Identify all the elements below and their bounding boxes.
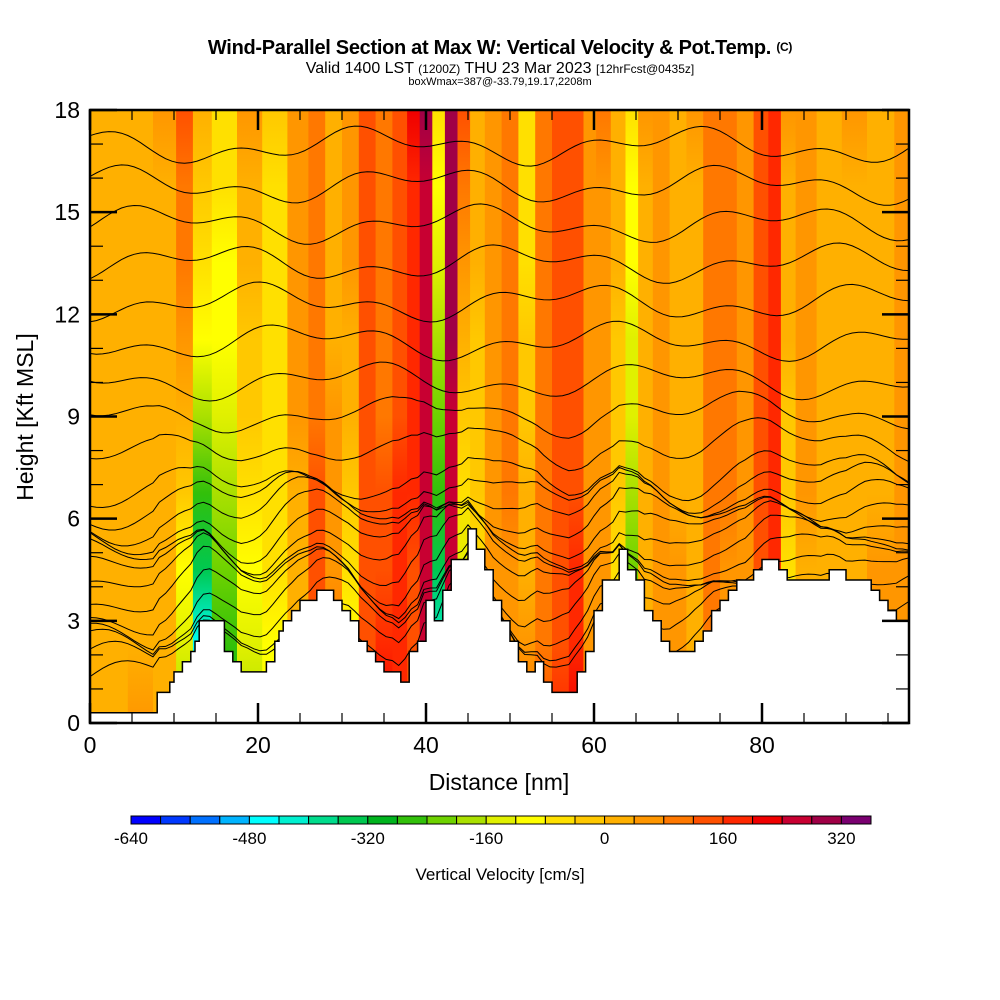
- theta-contour: [90, 390, 909, 439]
- terrain-mask: [90, 528, 909, 723]
- colorbar: -640 -480 -320 -160 0 160 320: [114, 815, 872, 848]
- theta-contour: [90, 487, 909, 556]
- chart-title: Wind-Parallel Section at Max W: Vertical…: [0, 37, 1000, 60]
- colorbar-tick-label: -160: [469, 829, 503, 848]
- terrain-profile: [90, 528, 909, 723]
- theta-contour: [90, 417, 909, 472]
- colorbar-segment: [633, 815, 665, 825]
- w-column: [358, 110, 377, 723]
- w-column: [375, 110, 393, 723]
- colorbar-segment: [544, 815, 576, 825]
- colorbar-segment: [840, 815, 872, 825]
- colorbar-segment: [367, 815, 398, 825]
- colorbar-segment: [604, 815, 635, 825]
- colorbar-segment: [248, 815, 280, 825]
- colorbar-segment: [160, 815, 191, 825]
- w-column: [392, 110, 408, 723]
- colorbar-tick-label: 160: [709, 829, 737, 848]
- w-column: [669, 110, 687, 723]
- colorbar-tick-label: 0: [600, 829, 609, 848]
- colorbar-segment: [189, 815, 221, 825]
- x-tick-label: 20: [245, 732, 271, 758]
- colorbar-segment: [308, 815, 339, 825]
- colorbar-segment: [515, 815, 546, 825]
- theta-contour: [90, 164, 909, 206]
- y-tick-label: 12: [54, 301, 80, 327]
- w-column: [583, 110, 597, 723]
- theta-contour: [90, 320, 909, 362]
- y-tick-label: 9: [67, 404, 80, 430]
- colorbar-tick-label: -640: [114, 829, 148, 848]
- theta-contour: [90, 471, 909, 547]
- w-column: [568, 110, 584, 723]
- w-column: [308, 110, 326, 723]
- colorbar-tick-label: -320: [351, 829, 385, 848]
- box-info: boxWmax=387@-33.79,19.17,2208m: [408, 76, 592, 88]
- colorbar-segment: [692, 815, 724, 825]
- theta-contour: [90, 125, 909, 167]
- colorbar-segment: [722, 815, 754, 825]
- theta-contour: [90, 242, 909, 284]
- w-column: [192, 110, 213, 723]
- colorbar-segment: [426, 815, 458, 825]
- w-column: [407, 110, 421, 723]
- colorbar-tick-label: -480: [232, 829, 266, 848]
- colorbar-segment: [130, 815, 162, 825]
- colorbar-segment: [219, 815, 250, 825]
- title-text: Wind-Parallel Section at Max W: Vertical…: [207, 37, 772, 59]
- theta-contour: [90, 499, 909, 576]
- x-tick-label: 80: [749, 732, 775, 758]
- x-axis: 0 20 40 60 80: [84, 110, 889, 758]
- x-axis-label: Distance [nm]: [429, 769, 570, 795]
- colorbar-segment: [574, 815, 606, 825]
- w-column: [501, 110, 519, 723]
- w-column: [518, 110, 536, 723]
- w-column: [153, 110, 177, 723]
- colorbar-segment: [485, 815, 517, 825]
- theta-contour: [90, 281, 909, 323]
- w-column: [237, 110, 263, 723]
- x-tick-label: 0: [84, 732, 97, 758]
- theta-contour: [90, 461, 909, 531]
- y-axis: 0 3 6 9 12 15 18: [54, 97, 909, 736]
- colorbar-segment: [811, 815, 842, 825]
- theta-contour: [90, 203, 909, 245]
- y-tick-label: 15: [54, 199, 80, 225]
- colorbar-segment: [752, 815, 783, 825]
- y-axis-label: Height [Kft MSL]: [12, 333, 38, 500]
- valid-time: Valid 1400 LST: [305, 60, 414, 77]
- valid-utc: (1200Z): [418, 62, 461, 76]
- colorbar-segment: [337, 815, 369, 825]
- w-column: [552, 110, 570, 723]
- w-column: [325, 110, 343, 723]
- forecast-info: [12hrFcst@0435z]: [595, 62, 695, 76]
- w-column: [127, 110, 154, 723]
- w-column: [795, 110, 818, 723]
- x-tick-label: 40: [413, 732, 439, 758]
- y-tick-label: 6: [67, 506, 80, 532]
- x-tick-label: 60: [581, 732, 607, 758]
- chart-subtitle: Valid 1400 LST (1200Z) THU 23 Mar 2023 […: [0, 60, 1000, 78]
- colorbar-tick-label: 320: [827, 829, 855, 848]
- theta-contour: [90, 524, 909, 613]
- copyright-mark: (C): [776, 40, 793, 54]
- w-column: [419, 110, 433, 723]
- colorbar-segment: [456, 815, 487, 825]
- colorbar-segment: [396, 815, 428, 825]
- theta-contour: [90, 450, 909, 509]
- w-column: [686, 110, 704, 723]
- y-tick-label: 0: [67, 710, 80, 736]
- w-column: [287, 110, 309, 723]
- colorbar-segment: [781, 815, 813, 825]
- w-column: [720, 110, 738, 723]
- w-column: [652, 110, 671, 723]
- y-tick-label: 18: [54, 97, 80, 123]
- colorbar-title: Vertical Velocity [cm/s]: [415, 865, 584, 884]
- colorbar-segment: [278, 815, 310, 825]
- colorbar-segment: [663, 815, 694, 825]
- theta-contour: [90, 361, 909, 402]
- valid-date: THU 23 Mar 2023: [464, 60, 592, 77]
- y-tick-label: 3: [67, 608, 80, 634]
